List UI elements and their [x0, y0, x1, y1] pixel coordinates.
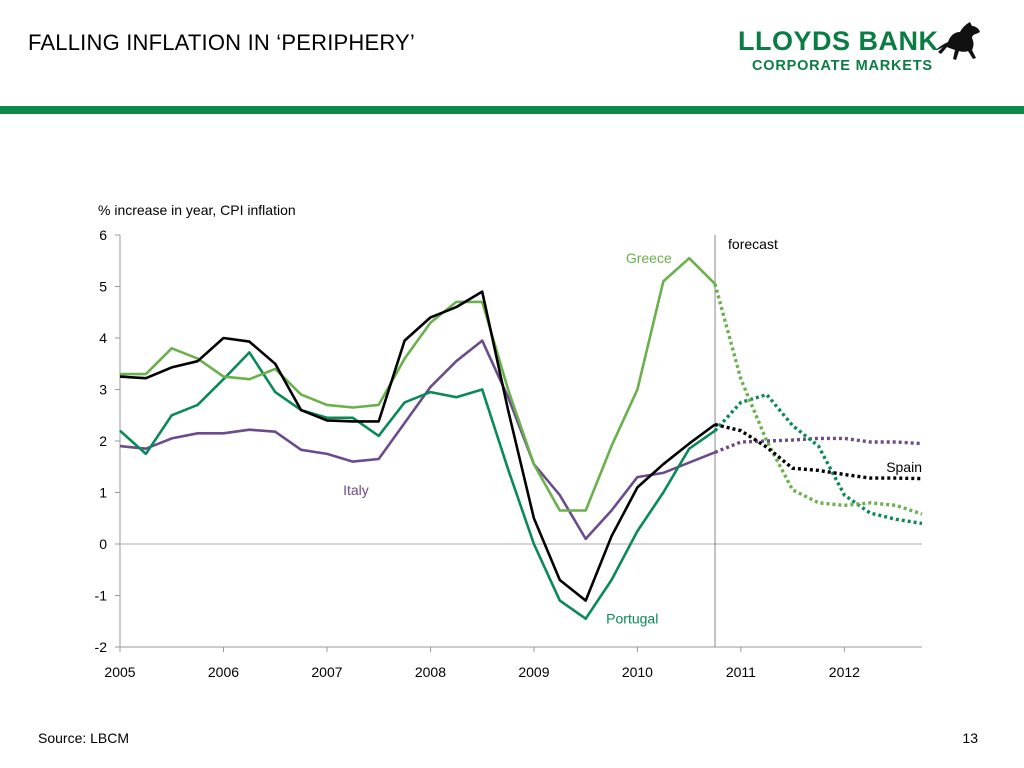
y-tick-label: 1: [99, 485, 107, 501]
portugal-actual-line: [119, 351, 716, 621]
series-label-greece: Greece: [626, 250, 672, 266]
portugal-forecast-line: [713, 392, 923, 526]
series-label-italy: Italy: [343, 482, 369, 498]
y-tick-label: 2: [99, 433, 107, 449]
italy-actual-line: [119, 339, 716, 541]
x-tick-label: 2007: [311, 664, 342, 680]
italy-forecast-line: [714, 436, 923, 454]
y-tick-label: -2: [95, 639, 108, 655]
chart-axes: -2 -1 0 1 2 3 4 5 6 2005 2006 2007 2008 2009 2010 2011 2…: [95, 227, 922, 680]
greece-actual-line: [120, 256, 716, 512]
y-axis-label: % increase in year, CPI inflation: [98, 202, 296, 218]
chart-series: [119, 256, 923, 621]
x-tick-label: 2012: [829, 664, 860, 680]
x-tick-label: 2008: [415, 664, 446, 680]
y-tick-label: 5: [99, 279, 107, 295]
x-tick-label: 2010: [622, 664, 653, 680]
spain-forecast-line: [714, 422, 923, 481]
page-title: FALLING INFLATION IN ‘PERIPHERY’: [28, 30, 416, 55]
series-label-portugal: Portugal: [606, 611, 658, 627]
y-tick-label: 0: [99, 536, 107, 552]
logo-subtitle: CORPORATE MARKETS: [752, 58, 933, 74]
series-label-spain: Spain: [886, 459, 922, 475]
y-tick-label: 3: [99, 382, 107, 398]
lloyds-bank-logo: LLOYDS BANK CORPORATE MARKETS: [738, 22, 998, 82]
page-number: 13: [962, 730, 978, 746]
x-tick-label: 2009: [518, 664, 549, 680]
greece-forecast-line: [713, 283, 923, 516]
y-tick-label: -1: [95, 588, 108, 604]
x-tick-label: 2011: [726, 664, 756, 680]
x-tick-label: 2006: [208, 664, 239, 680]
source-note: Source: LBCM: [38, 730, 130, 746]
logo-wordmark: LLOYDS BANK: [738, 26, 939, 56]
black-horse-icon: [936, 22, 980, 60]
forecast-label: forecast: [728, 236, 778, 252]
x-tick-label: 2005: [104, 664, 135, 680]
chart-labels: forecast Greece Spain Italy Portugal: [343, 236, 922, 627]
y-tick-label: 4: [99, 330, 107, 346]
spain-actual-line: [119, 290, 716, 602]
y-tick-label: 6: [99, 227, 107, 243]
header-divider: [0, 106, 1024, 114]
